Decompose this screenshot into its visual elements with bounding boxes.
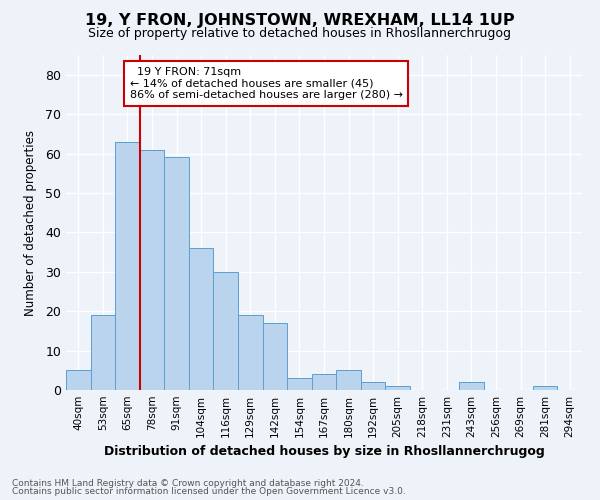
Text: 19, Y FRON, JOHNSTOWN, WREXHAM, LL14 1UP: 19, Y FRON, JOHNSTOWN, WREXHAM, LL14 1UP bbox=[85, 12, 515, 28]
Bar bbox=[533, 386, 557, 390]
Bar bbox=[214, 272, 238, 390]
Bar bbox=[91, 315, 115, 390]
Bar bbox=[361, 382, 385, 390]
Bar bbox=[459, 382, 484, 390]
Bar bbox=[336, 370, 361, 390]
Text: Size of property relative to detached houses in Rhosllannerchrugog: Size of property relative to detached ho… bbox=[89, 28, 511, 40]
Bar bbox=[385, 386, 410, 390]
Bar bbox=[312, 374, 336, 390]
Y-axis label: Number of detached properties: Number of detached properties bbox=[24, 130, 37, 316]
Bar bbox=[287, 378, 312, 390]
Text: 19 Y FRON: 71sqm  
← 14% of detached houses are smaller (45)
86% of semi-detache: 19 Y FRON: 71sqm ← 14% of detached house… bbox=[130, 67, 403, 100]
Bar bbox=[66, 370, 91, 390]
Bar bbox=[238, 315, 263, 390]
X-axis label: Distribution of detached houses by size in Rhosllannerchrugog: Distribution of detached houses by size … bbox=[104, 446, 544, 458]
Bar bbox=[189, 248, 214, 390]
Bar bbox=[115, 142, 140, 390]
Bar bbox=[140, 150, 164, 390]
Text: Contains HM Land Registry data © Crown copyright and database right 2024.: Contains HM Land Registry data © Crown c… bbox=[12, 478, 364, 488]
Bar bbox=[263, 323, 287, 390]
Text: Contains public sector information licensed under the Open Government Licence v3: Contains public sector information licen… bbox=[12, 487, 406, 496]
Bar bbox=[164, 158, 189, 390]
